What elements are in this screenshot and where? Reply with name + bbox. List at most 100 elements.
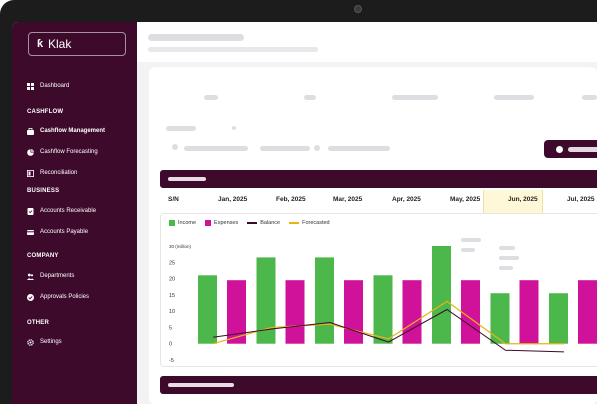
sidebar-item-label: Cashflow Forecasting — [40, 149, 98, 155]
sidebar-item-label: Settings — [40, 339, 62, 345]
y-tick-label: 5 — [169, 325, 172, 331]
summary-placeholder — [304, 95, 316, 100]
expenses-bar — [227, 280, 246, 344]
income-bar — [432, 246, 451, 344]
summary-placeholder — [494, 95, 534, 100]
chart-card: Income Expenses Balance Forecasted 30 (m… — [160, 213, 597, 367]
legend-swatch — [205, 220, 212, 226]
sidebar-item-label: Cashflow Management — [40, 128, 106, 134]
sidebar-item-reconciliation[interactable]: Reconciliation — [27, 167, 77, 179]
tooltip-placeholder — [499, 266, 513, 270]
sidebar-item-dashboard[interactable]: Dashboard — [27, 80, 69, 92]
filter-dropdown-placeholder[interactable] — [172, 144, 178, 150]
legend-label: Expenses — [214, 220, 239, 226]
forecasted-line — [212, 300, 564, 345]
summary-placeholder — [582, 95, 597, 100]
sidebar-item-departments[interactable]: Departments — [27, 270, 74, 282]
income-bar — [490, 293, 510, 344]
legend-line — [289, 222, 300, 224]
receivable-icon — [27, 207, 34, 215]
secondary-table-title-bar — [160, 376, 597, 394]
sidebar-item-label: Departments — [40, 273, 75, 279]
action-button[interactable] — [544, 140, 597, 158]
y-tick-label: 20 — [169, 277, 175, 283]
sn-header: S/N — [168, 196, 179, 203]
cashflow-chart: 30 (million) 25 20 15 10 5 0 -5 — [169, 244, 597, 364]
secondary-table-title-placeholder — [168, 383, 234, 387]
filter-dropdown-placeholder[interactable] — [328, 146, 390, 151]
sidebar: ƙ Klak Dashboard CASHFLOW Cashflow Manag… — [12, 22, 137, 404]
gear-icon — [27, 338, 34, 346]
tooltip-placeholder — [461, 248, 475, 252]
logo[interactable]: ƙ Klak — [28, 32, 126, 56]
action-button-label-placeholder — [568, 147, 597, 152]
page-subtitle-placeholder — [148, 47, 318, 52]
people-icon — [27, 273, 34, 280]
logo-text: Klak — [48, 37, 72, 51]
top-bar — [137, 22, 597, 62]
legend-label: Balance — [260, 220, 281, 226]
logo-mark: ƙ — [37, 38, 44, 50]
sidebar-item-label: Approvals Policies — [40, 294, 90, 300]
filter-dropdown-placeholder[interactable] — [314, 145, 320, 151]
briefcase-icon — [27, 127, 34, 135]
sidebar-item-cashflow-forecasting[interactable]: Cashflow Forecasting — [27, 146, 98, 158]
income-bar — [315, 257, 334, 344]
section-title-other: OTHER — [27, 320, 49, 326]
y-tick-label: 10 — [169, 309, 175, 315]
expenses-bar — [578, 280, 597, 344]
legend-item-expenses[interactable]: Expenses — [205, 220, 238, 226]
sidebar-item-cashflow-management[interactable]: Cashflow Management — [27, 125, 105, 137]
month-header[interactable]: May, 2025 — [450, 196, 481, 203]
chart-legend: Income Expenses Balance Forecasted — [169, 220, 339, 226]
tooltip-placeholder — [499, 256, 519, 260]
table-title-placeholder — [168, 177, 206, 181]
page-title-placeholder — [148, 34, 244, 41]
month-header[interactable]: Jan, 2025 — [218, 196, 248, 203]
month-header[interactable]: Jul, 2025 — [567, 196, 595, 203]
sidebar-item-accounts-payable[interactable]: Accounts Payable — [27, 226, 88, 238]
legend-item-income[interactable]: Income — [169, 220, 196, 226]
sidebar-item-label: Reconciliation — [40, 170, 78, 176]
table-header-row: S/N Jan, 2025 Feb, 2025 Mar, 2025 Apr, 2… — [160, 192, 597, 210]
expenses-bar — [519, 280, 539, 344]
y-tick-label: 0 — [169, 342, 172, 348]
expenses-bar — [402, 280, 422, 344]
sidebar-item-settings[interactable]: Settings — [27, 336, 62, 348]
filter-dropdown-placeholder[interactable] — [260, 146, 310, 151]
check-circle-icon — [27, 293, 34, 301]
pie-chart-icon — [27, 148, 34, 156]
month-header[interactable]: Jun, 2025 — [508, 196, 538, 203]
tooltip-placeholder — [499, 246, 515, 250]
y-tick-label: 25 — [169, 260, 175, 266]
filter-label-placeholder — [166, 126, 196, 131]
expenses-bar — [461, 280, 480, 344]
legend-line — [247, 222, 258, 224]
legend-label: Forecasted — [302, 220, 330, 226]
y-tick-label: 15 — [169, 293, 175, 299]
sidebar-item-label: Accounts Receivable — [40, 208, 97, 214]
month-header[interactable]: Feb, 2025 — [276, 196, 306, 203]
legend-item-forecasted[interactable]: Forecasted — [289, 220, 330, 226]
legend-swatch — [169, 220, 175, 226]
y-tick-label: 30 (million) — [169, 244, 192, 249]
camera-icon — [354, 5, 362, 13]
month-header[interactable]: Mar, 2025 — [333, 196, 363, 203]
expenses-bar — [344, 280, 363, 344]
month-header[interactable]: Apr, 2025 — [392, 196, 421, 203]
sidebar-item-approvals-policies[interactable]: Approvals Policies — [27, 291, 89, 303]
reconciliation-icon — [27, 169, 34, 177]
filter-dot-placeholder — [232, 126, 236, 130]
sidebar-item-label: Dashboard — [40, 83, 70, 89]
legend-item-balance[interactable]: Balance — [247, 220, 280, 226]
filter-dropdown-placeholder[interactable] — [184, 146, 248, 151]
sidebar-item-accounts-receivable[interactable]: Accounts Receivable — [27, 205, 96, 217]
income-bar — [549, 293, 568, 344]
tooltip-placeholder — [461, 238, 481, 242]
sidebar-item-label: Accounts Payable — [40, 229, 89, 235]
y-tick-label: -5 — [169, 358, 174, 364]
action-button-icon — [556, 146, 563, 153]
dashboard-icon — [27, 82, 34, 90]
section-title-business: BUSINESS — [27, 188, 60, 194]
